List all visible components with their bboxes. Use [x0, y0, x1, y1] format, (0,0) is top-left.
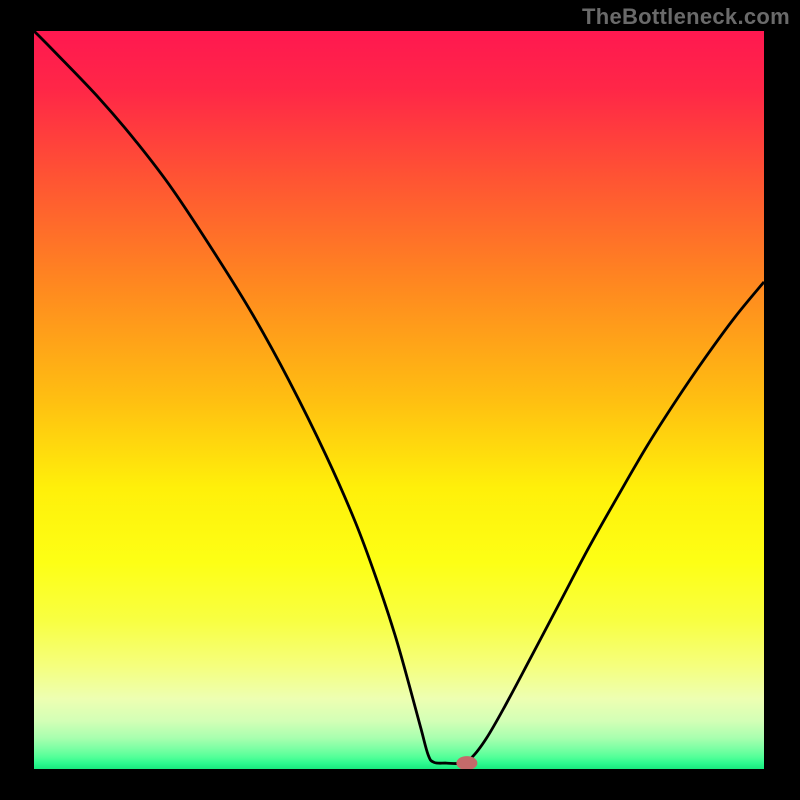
plot-area — [34, 31, 764, 769]
gradient-background — [34, 31, 764, 769]
chart-container: TheBottleneck.com — [0, 0, 800, 800]
watermark-text: TheBottleneck.com — [582, 4, 790, 30]
